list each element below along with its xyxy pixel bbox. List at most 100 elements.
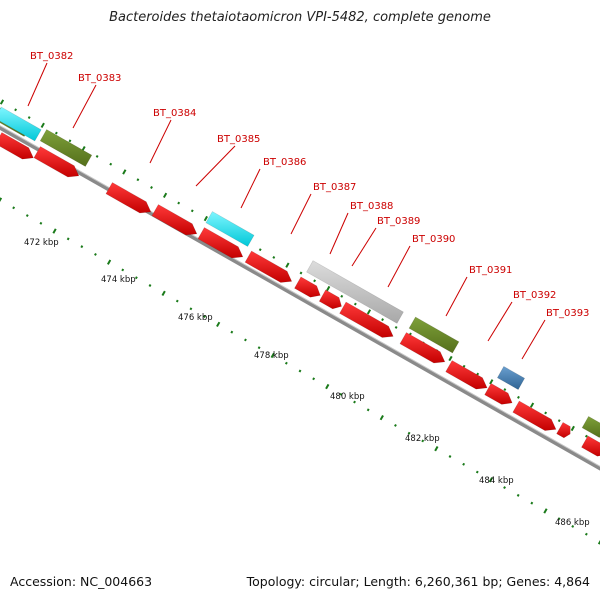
- cds-arrow-1: [0, 132, 34, 160]
- backbone-highlight: [0, 125, 600, 467]
- inner-tick-23: [312, 377, 316, 381]
- outer-tick-14: [190, 209, 194, 213]
- leader-line-BT_0392: [487, 301, 513, 342]
- inner-tick-30: [407, 431, 411, 435]
- cds-arrow-12: [484, 383, 513, 405]
- inner-tick-43: [584, 532, 588, 536]
- outer-tick-15: [203, 215, 208, 222]
- outer-tick-1: [14, 108, 18, 112]
- outer-tick-41: [557, 419, 561, 423]
- kbp-label-482kbp: 482 kbp: [405, 434, 440, 444]
- gene-label-BT_0388: BT_0388: [350, 201, 393, 212]
- inner-tick-29: [394, 423, 397, 427]
- inner-tick-7: [94, 252, 97, 256]
- backbone-line: [0, 125, 600, 471]
- green-feature-4: [581, 416, 600, 438]
- outer-tick-29: [394, 325, 398, 329]
- cds-arrow-13: [512, 400, 557, 431]
- leader-line-BT_0385: [195, 145, 236, 187]
- kbp-label-484kbp: 484 kbp: [479, 476, 514, 486]
- inner-tick-13: [175, 299, 179, 303]
- kbp-label-480kbp: 480 kbp: [330, 392, 365, 402]
- cds-arrow-3: [105, 182, 152, 214]
- inner-tick-1: [12, 206, 16, 210]
- outer-tick-5: [68, 139, 72, 143]
- outer-tick-21: [285, 262, 290, 268]
- inner-tick-31: [421, 439, 425, 443]
- gene-label-BT_0386: BT_0386: [263, 157, 306, 168]
- inner-tick-34: [462, 462, 466, 466]
- inner-tick-9: [121, 268, 125, 272]
- inner-tick-14: [189, 307, 193, 311]
- inner-tick-19: [257, 346, 261, 350]
- inner-tick-32: [434, 446, 439, 452]
- kbp-label-476kbp: 476 kbp: [178, 313, 213, 323]
- outer-tick-26: [353, 302, 357, 306]
- cds-arrow-14: [556, 421, 571, 439]
- inner-tick-15: [203, 315, 206, 319]
- outer-tick-33: [448, 355, 453, 362]
- inner-tick-16: [216, 321, 221, 328]
- inner-tick-3: [39, 221, 43, 225]
- kbp-label-486kbp: 486 kbp: [555, 518, 590, 528]
- inner-tick-8: [106, 259, 112, 265]
- inner-tick-35: [475, 470, 479, 474]
- outer-tick-0: [0, 99, 5, 105]
- leader-line-BT_0383: [72, 84, 97, 129]
- inner-tick-12: [161, 290, 166, 296]
- outer-tick-20: [272, 256, 276, 259]
- cds-arrow-4: [151, 204, 198, 236]
- inner-tick-20: [270, 352, 275, 359]
- inner-tick-10: [134, 276, 138, 280]
- inner-tick-26: [353, 400, 356, 404]
- outer-tick-27: [366, 309, 372, 315]
- cyan-feature-1: [0, 106, 42, 142]
- inner-tick-44: [597, 539, 600, 545]
- cyan-feature-2: [205, 211, 255, 247]
- leader-line-BT_0390: [387, 245, 411, 288]
- outer-tick-23: [313, 279, 317, 283]
- inner-tick-11: [148, 284, 152, 287]
- cds-arrow-5: [197, 227, 244, 259]
- gene-label-BT_0391: BT_0391: [469, 265, 512, 276]
- inner-tick-28: [379, 414, 384, 421]
- outer-tick-24: [326, 285, 331, 292]
- gene-label-BT_0389: BT_0389: [377, 216, 420, 227]
- leader-line-BT_0391: [445, 276, 468, 317]
- inner-tick-22: [298, 369, 302, 373]
- kbp-label-472kbp: 472 kbp: [24, 238, 59, 248]
- gene-label-BT_0387: BT_0387: [313, 182, 356, 193]
- gene-label-BT_0392: BT_0392: [513, 290, 556, 301]
- outer-tick-9: [122, 169, 127, 175]
- inner-tick-40: [543, 508, 548, 514]
- outer-tick-10: [136, 178, 140, 182]
- genome-stats-text: Topology: circular; Length: 6,260,361 bp…: [246, 574, 590, 589]
- inner-tick-25: [339, 392, 343, 396]
- inner-tick-18: [244, 338, 247, 342]
- outer-tick-34: [462, 364, 466, 368]
- outer-tick-37: [503, 388, 507, 392]
- inner-tick-27: [366, 408, 370, 412]
- inner-tick-36: [488, 477, 494, 483]
- gene-label-BT_0385: BT_0385: [217, 134, 260, 145]
- green-feature-2: [39, 129, 93, 167]
- outer-tick-39: [529, 402, 535, 408]
- cds-arrow-6: [244, 250, 293, 283]
- cds-arrow-7: [294, 276, 321, 298]
- outer-tick-2: [27, 116, 31, 119]
- outer-tick-19: [258, 248, 262, 252]
- outer-tick-25: [340, 294, 344, 298]
- outer-tick-8: [109, 162, 113, 166]
- cds-arrow-11: [445, 360, 488, 390]
- inner-tick-0: [0, 197, 3, 203]
- cds-arrow-15: [581, 435, 600, 457]
- cds-arrow-9: [339, 301, 394, 338]
- outer-tick-38: [517, 395, 520, 399]
- outer-tick-11: [150, 186, 153, 189]
- accession-text: Accession: NC_004663: [10, 574, 153, 589]
- leader-line-BT_0388: [329, 212, 349, 255]
- outer-tick-40: [544, 411, 548, 415]
- kbp-label-478kbp: 478 kbp: [254, 351, 289, 361]
- leader-line-BT_0382: [27, 62, 48, 107]
- inner-tick-39: [530, 501, 534, 505]
